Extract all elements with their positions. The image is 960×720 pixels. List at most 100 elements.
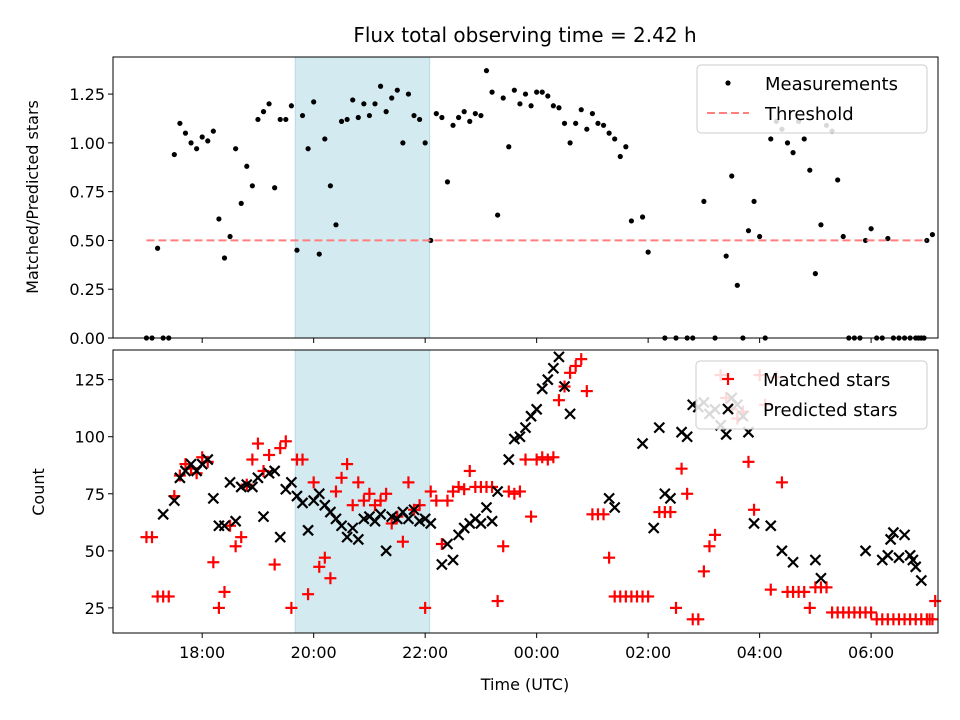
legend-measurements-marker xyxy=(725,80,731,86)
x-b xyxy=(659,488,671,500)
measurement-point xyxy=(394,87,400,93)
measurement-point xyxy=(221,255,228,261)
x-b xyxy=(385,510,398,523)
x-b xyxy=(397,506,409,518)
matched-star-point xyxy=(307,476,320,489)
x-b xyxy=(402,513,415,525)
measurement-point xyxy=(506,144,512,150)
measurement-point xyxy=(584,126,590,132)
measurement-point xyxy=(929,231,936,238)
predicted-star-point xyxy=(764,519,777,532)
matched-star-point xyxy=(547,451,560,464)
x-tick-label: 02:00 xyxy=(625,643,671,662)
measurement-point xyxy=(539,89,545,95)
measurement-point xyxy=(444,179,451,185)
flux-ratio-x-ticks xyxy=(201,338,872,343)
measurement-point xyxy=(623,144,629,150)
measurement-point xyxy=(182,130,189,136)
matched-star-point xyxy=(385,517,398,530)
measurement-point xyxy=(188,140,194,146)
x-b xyxy=(491,485,504,498)
x-b xyxy=(319,499,331,511)
x-b xyxy=(907,554,919,566)
measurement-point xyxy=(467,118,473,124)
x-b xyxy=(296,497,309,509)
flux-ratio-y-ticks: 0.00 0.25 0.50 0.75 1.00 1.25 xyxy=(69,85,113,348)
x-b xyxy=(335,519,348,532)
flux-ratio-panel: 0.00 0.25 0.50 0.75 1.00 1.25 Matched/Predict… xyxy=(23,56,939,348)
measurement-point xyxy=(528,103,534,109)
x-tick-label: 18:00 xyxy=(179,643,225,662)
matched-star-point xyxy=(513,485,526,498)
matched-star-point xyxy=(519,453,532,466)
x-b xyxy=(882,549,894,562)
matched-star-point xyxy=(580,385,593,398)
matched-star-point xyxy=(491,595,504,608)
observing-span xyxy=(294,56,431,339)
measurement-point xyxy=(578,107,584,113)
measurement-point xyxy=(355,114,361,121)
matched-star-point xyxy=(363,487,376,500)
x-b xyxy=(884,533,897,546)
matched-star-point xyxy=(664,506,677,519)
y-tick-label: 0.00 xyxy=(69,329,105,348)
measurement-point xyxy=(411,112,417,119)
matched-star-point xyxy=(675,462,688,475)
measurement-point xyxy=(194,146,200,152)
matched-star-point xyxy=(380,487,393,500)
predicted-star-point xyxy=(608,501,621,514)
predicted-star-point xyxy=(341,531,353,543)
predicted-star-point xyxy=(519,421,532,434)
x-b xyxy=(675,426,688,438)
measurement-point xyxy=(589,110,595,117)
x-b xyxy=(647,522,660,534)
measurement-point xyxy=(734,282,740,288)
measurement-point xyxy=(428,237,434,244)
matched-star-point xyxy=(246,453,259,466)
measurement-point xyxy=(260,109,267,115)
x-b xyxy=(419,513,431,525)
measurement-point xyxy=(244,163,250,169)
measurement-point xyxy=(361,101,367,107)
predicted-star-point xyxy=(664,492,677,505)
measurement-point xyxy=(489,89,495,95)
predicted-star-point xyxy=(296,497,309,509)
matched-star-point xyxy=(357,494,370,507)
matched-star-point xyxy=(709,528,722,541)
predicted-star-point xyxy=(882,549,894,562)
measurement-point xyxy=(311,99,317,105)
x-b xyxy=(274,531,287,543)
predicted-star-point xyxy=(480,501,493,514)
measurement-point xyxy=(277,116,283,123)
x-b xyxy=(547,362,560,375)
flux-ratio-axes-frame xyxy=(112,56,939,339)
predicted-star-point xyxy=(441,538,454,550)
measurement-point xyxy=(790,150,796,156)
matched-star-point xyxy=(508,487,521,500)
matched-star-point xyxy=(341,458,354,471)
predicted-star-point xyxy=(893,551,905,564)
predicted-star-point xyxy=(424,517,437,530)
measurement-point xyxy=(450,122,456,128)
flux-ratio-y-axis-label: Matched/Predicted stars xyxy=(23,100,42,294)
measurement-point xyxy=(511,87,517,93)
x-tick-label: 22:00 xyxy=(402,643,448,662)
measurement-point xyxy=(433,110,439,117)
matched-star-point xyxy=(302,588,315,601)
predicted-star-point xyxy=(274,531,287,543)
predicted-star-point xyxy=(815,572,827,585)
measurement-point xyxy=(567,140,573,146)
predicted-star-point xyxy=(475,517,487,530)
measurement-point xyxy=(322,136,328,142)
predicted-star-point xyxy=(224,476,236,489)
x-b xyxy=(157,508,169,521)
measurement-point xyxy=(272,185,278,191)
y-tick-label: 25 xyxy=(85,599,105,618)
matched-star-point xyxy=(764,583,777,596)
x-tick-label: 04:00 xyxy=(737,643,783,662)
measurement-point xyxy=(573,120,579,126)
matched-star-point xyxy=(218,585,231,598)
measurement-point xyxy=(472,110,478,117)
x-b xyxy=(787,556,799,569)
matched-star-point xyxy=(775,476,788,489)
